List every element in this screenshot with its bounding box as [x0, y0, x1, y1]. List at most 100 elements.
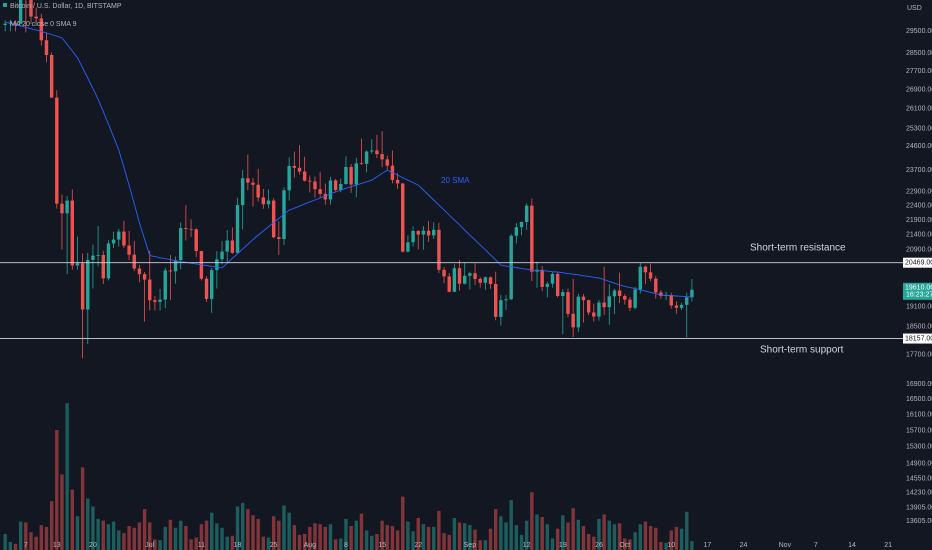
currency: USD	[907, 5, 922, 12]
y-tick-label: 25300.00	[906, 125, 932, 132]
volume-bar	[473, 529, 477, 550]
candle-body	[158, 299, 162, 302]
candle-body	[204, 278, 209, 299]
candle-body	[173, 260, 178, 272]
candle-body	[323, 193, 328, 200]
volume-bar	[530, 492, 534, 550]
volume-bar	[246, 509, 250, 550]
candle-body	[380, 154, 384, 160]
volume-bar	[44, 526, 49, 550]
volume-bar	[509, 500, 513, 550]
candle-body	[106, 243, 111, 279]
candle-body	[194, 229, 198, 252]
candle-body	[607, 296, 611, 308]
y-tick-label: 21900.00	[906, 217, 932, 224]
y-tick-label: 14230.00	[906, 490, 932, 497]
volume-bar	[669, 530, 673, 550]
volume-bar	[158, 540, 162, 550]
x-tick-label: Jul	[145, 542, 154, 549]
candle-body	[39, 18, 44, 41]
volume-bar	[426, 526, 431, 550]
volume-bar	[679, 528, 684, 550]
volume-bar	[519, 534, 524, 550]
volume-bar	[421, 524, 426, 550]
candle-body	[530, 205, 534, 272]
x-tick-label: 13	[53, 542, 61, 549]
candle-body	[597, 302, 601, 317]
volume-bar	[370, 535, 374, 550]
volume-bar	[117, 530, 121, 550]
y-tick-label: 29500.00	[906, 28, 932, 35]
candle-body	[60, 203, 64, 214]
candle-body	[483, 277, 488, 283]
volume-bar	[416, 518, 420, 550]
candle-body	[163, 270, 167, 300]
indicator-label: MA 20 close 0 SMA 9	[10, 21, 77, 28]
volume-bar	[277, 520, 281, 550]
y-tick-label: 26100.00	[906, 106, 932, 113]
y-tick-label: 16100.00	[906, 411, 932, 418]
x-tick-label: 12	[523, 542, 531, 549]
candle-body	[628, 299, 632, 308]
volume-bar	[282, 505, 286, 550]
volume-bar	[60, 474, 64, 550]
candle-body	[55, 97, 59, 204]
volume-bar	[210, 512, 214, 550]
candle-body	[339, 183, 343, 191]
candle-body	[581, 296, 586, 301]
volume-bar	[75, 516, 80, 550]
candle-body	[230, 240, 235, 253]
y-tick-label: 16500.00	[906, 396, 932, 403]
candle-body	[514, 227, 519, 236]
y-tick-label: 26900.00	[906, 87, 932, 94]
volume-bar	[463, 523, 467, 550]
y-tick-label: 15300.00	[906, 444, 932, 451]
volume-bar	[432, 526, 436, 550]
volume-bar	[623, 538, 627, 550]
volume-pane	[3, 403, 694, 550]
volume-bar	[96, 518, 100, 550]
volume-bar	[339, 538, 343, 550]
candle-body	[225, 240, 229, 252]
annotation: Short-term support	[760, 345, 844, 356]
volume-bar	[111, 521, 116, 550]
volume-bar	[602, 514, 606, 550]
candle-body	[550, 273, 555, 284]
x-tick-label: 24	[740, 542, 748, 549]
volume-bar	[328, 524, 333, 550]
candle-body	[287, 165, 291, 191]
volume-bar	[271, 516, 276, 550]
candle-body	[499, 300, 503, 317]
volume-bar	[3, 534, 7, 550]
volume-bar	[323, 526, 328, 550]
volume-bar	[127, 526, 131, 550]
volume-bar	[586, 534, 591, 550]
x-tick-label: 20	[89, 542, 97, 549]
candle-body	[385, 159, 389, 166]
candle-body	[359, 163, 364, 165]
volume-bar	[648, 526, 653, 550]
x-tick-label: Aug	[304, 542, 317, 549]
volume-bar	[597, 518, 601, 550]
candle-body	[395, 179, 400, 184]
level-label: 20469.00	[905, 260, 932, 267]
candle-body	[375, 150, 379, 155]
candle-body	[3, 23, 7, 25]
level-tag	[903, 257, 932, 268]
volume-bar	[483, 540, 488, 550]
candle-body	[576, 296, 581, 328]
candle-body	[184, 228, 188, 229]
y-tick-label: 24600.00	[906, 143, 932, 150]
candle-body	[643, 266, 648, 273]
sma-line	[5, 21, 692, 298]
volume-bar	[287, 512, 291, 550]
volume-bar	[617, 523, 622, 550]
y-tick-label: 28500.00	[906, 50, 932, 57]
x-tick-label: 14	[848, 542, 856, 549]
candle-body	[34, 16, 38, 19]
candle-body	[638, 266, 642, 290]
y-tick-label: 23700.00	[906, 167, 932, 174]
candle-body	[519, 221, 524, 228]
volume-bar	[142, 509, 147, 550]
candle-body	[432, 229, 436, 236]
